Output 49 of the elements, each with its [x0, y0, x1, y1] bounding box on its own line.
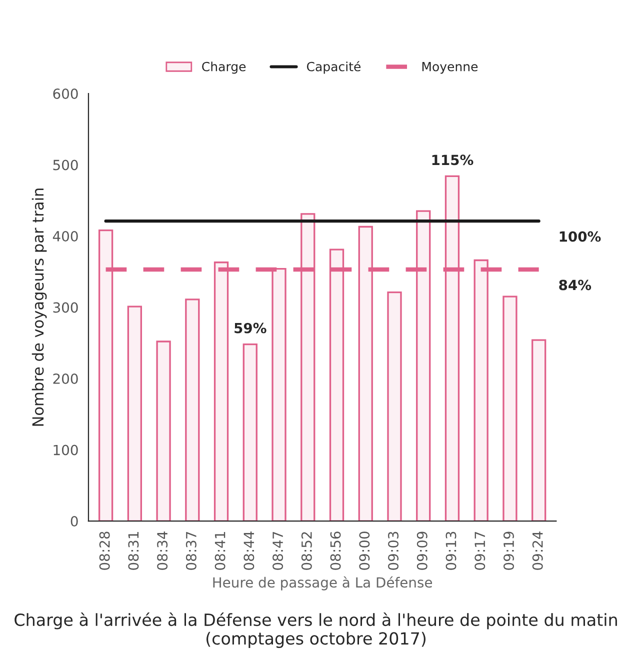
- annotation: 100%: [560, 231, 601, 242]
- x-tick-label: 09:03: [388, 532, 399, 570]
- bar: [502, 296, 518, 522]
- annotation: 115%: [432, 154, 474, 166]
- bar: [444, 175, 460, 522]
- x-tick-label: 08:31: [128, 532, 139, 570]
- annotation: 84%: [559, 280, 592, 290]
- legend-label: Charge: [202, 62, 246, 74]
- bar: [329, 248, 344, 522]
- y-tick-label: 400: [52, 230, 78, 242]
- y-tick-label: 0: [70, 516, 78, 527]
- bar: [416, 210, 431, 522]
- x-tick-label: 08:56: [330, 532, 341, 570]
- y-tick-label: 500: [53, 160, 78, 170]
- x-tick-label: 08:28: [99, 532, 110, 570]
- bar: [387, 291, 402, 522]
- y-tick-label: 200: [53, 374, 78, 384]
- x-tick-label: 08:44: [244, 532, 254, 570]
- bar: [300, 213, 316, 522]
- bar: [98, 229, 114, 522]
- y-axis-title: Nombre de voyageurs par train: [32, 188, 47, 426]
- x-tick-label: 08:41: [214, 532, 226, 570]
- y-tick-label: 600: [53, 88, 78, 99]
- text: Charge à l'arrivée à la Défense vers le nord à l'heure de pointe du matin (comptages octobre 2017): [14, 612, 617, 648]
- annotation: 59%: [234, 322, 266, 334]
- x-tick-label: 08:34: [157, 532, 168, 570]
- y-tick-label: 100: [54, 444, 78, 456]
- x-tick-label: 08:37: [186, 532, 196, 570]
- bar: [185, 298, 200, 522]
- bar: [358, 226, 373, 522]
- legend-label: Capacité: [306, 61, 361, 74]
- bar: [532, 339, 546, 522]
- bar: [127, 306, 142, 522]
- bar: [242, 343, 258, 522]
- y-tick-label: 300: [53, 302, 78, 313]
- x-tick-label: 09:17: [474, 532, 486, 570]
- x-tick-label: 09:13: [446, 532, 456, 570]
- x-tick-label: 09:00: [359, 532, 370, 570]
- x-tick-label: 09:19: [503, 532, 514, 570]
- x-tick-label: 09:24: [532, 532, 543, 570]
- bar: [156, 340, 171, 522]
- bar: [272, 268, 286, 522]
- bar: [214, 262, 229, 522]
- x-tick-label: 08:47: [272, 532, 284, 570]
- x-tick-label: 09:09: [416, 532, 428, 570]
- legend-label: Moyenne: [422, 62, 478, 74]
- x-tick-label: 08:52: [301, 532, 312, 570]
- bar: [474, 259, 488, 522]
- x-axis-title: Heure de passage à La Défense: [213, 576, 432, 590]
